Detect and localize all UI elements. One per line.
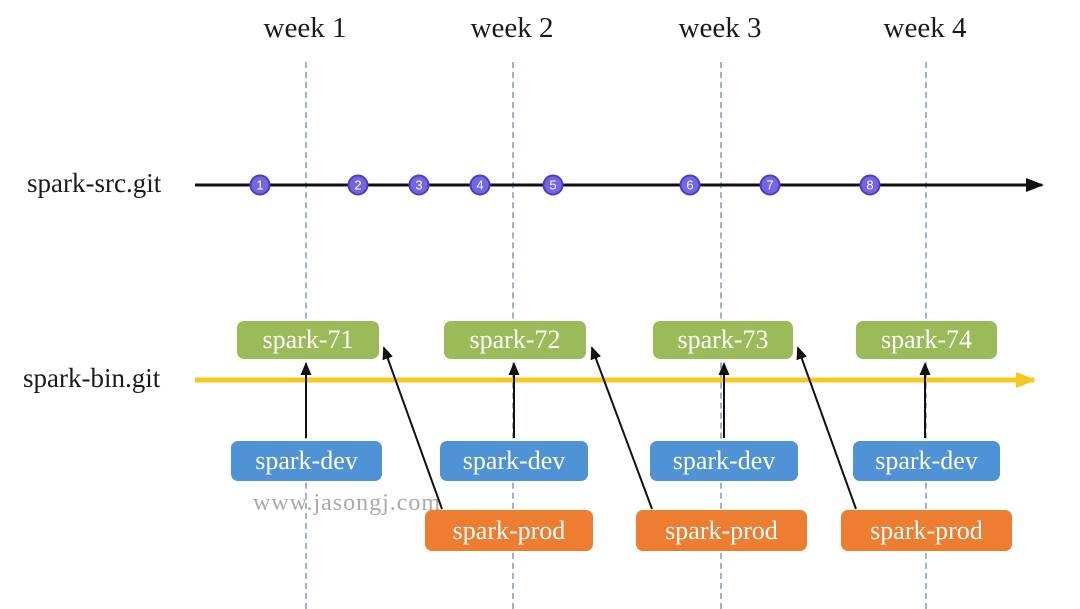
dev-box-week3: spark-dev <box>650 441 798 481</box>
release-box-spark-71: spark-71 <box>237 321 379 359</box>
commit-node-3: 3 <box>408 174 430 196</box>
watermark: www.jasongj.com <box>253 490 442 516</box>
commit-node-4: 4 <box>469 174 491 196</box>
week-3-label: week 3 <box>678 12 762 44</box>
commit-node-7: 7 <box>759 174 781 196</box>
prod2-to-release2-arrow <box>590 346 653 510</box>
release-box-spark-74: spark-74 <box>856 321 997 359</box>
prod-box-week2: spark-prod <box>425 510 593 551</box>
prod3-to-release3-arrow <box>796 346 857 510</box>
week-4-label: week 4 <box>883 12 967 44</box>
dev-box-week4: spark-dev <box>853 441 1000 481</box>
prod1-to-release1-arrow <box>382 346 443 510</box>
commit-node-5: 5 <box>542 174 564 196</box>
commit-node-1: 1 <box>249 174 271 196</box>
bin-track-label: spark-bin.git <box>23 363 161 393</box>
prod-box-week4: spark-prod <box>841 510 1012 551</box>
release-box-spark-72: spark-72 <box>444 321 586 359</box>
prod-box-week3: spark-prod <box>636 510 807 551</box>
release-box-spark-73: spark-73 <box>653 321 793 359</box>
dev-box-week2: spark-dev <box>440 441 588 481</box>
week-2-label: week 2 <box>470 12 554 44</box>
src-track-label: spark-src.git <box>27 168 162 198</box>
commit-node-8: 8 <box>859 174 881 196</box>
week-1-label: week 1 <box>263 12 347 44</box>
commit-node-6: 6 <box>679 174 701 196</box>
dev-box-week1: spark-dev <box>231 441 382 481</box>
commit-node-2: 2 <box>347 174 369 196</box>
